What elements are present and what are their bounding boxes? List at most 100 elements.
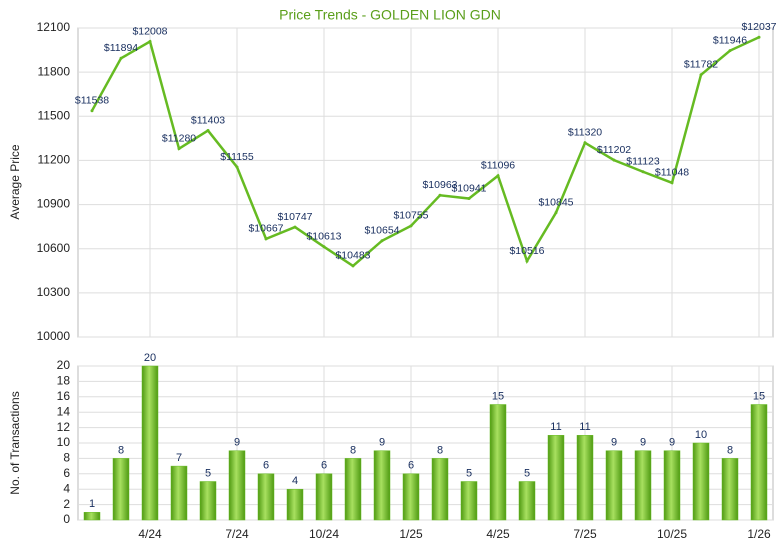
bar [315, 473, 333, 521]
point [148, 40, 152, 44]
data-label: 9 [611, 437, 617, 449]
bar [344, 458, 362, 521]
data-label: $11096 [481, 160, 515, 172]
data-label: $11123 [626, 156, 660, 168]
point [177, 147, 181, 151]
y-tick-label: 10000 [37, 329, 71, 343]
y-tick-label: 20 [57, 358, 71, 372]
point [235, 165, 239, 169]
y-tick-label: 8 [63, 451, 70, 465]
x-tick-label: 10/24 [309, 527, 339, 541]
data-label: $12037 [741, 21, 776, 33]
x-tick-label: 7/25 [573, 527, 597, 541]
x-tick-label: 10/25 [657, 527, 687, 541]
chart-title: Price Trends - GOLDEN LION GDN [279, 7, 501, 23]
point [757, 35, 761, 39]
data-label: $10483 [335, 250, 370, 262]
data-label: 15 [753, 390, 765, 402]
data-label: $10845 [538, 196, 573, 208]
y-tick-label: 2 [63, 497, 70, 511]
data-label: 4 [292, 475, 298, 487]
data-label: 5 [205, 467, 211, 479]
point [728, 49, 732, 53]
point [322, 245, 326, 249]
bar [257, 473, 275, 521]
bar [402, 473, 420, 521]
y-tick-label: 11500 [38, 108, 71, 122]
point [206, 129, 210, 133]
point [496, 174, 500, 178]
bar [518, 481, 536, 521]
point [293, 225, 297, 229]
point [467, 197, 471, 201]
data-label: 8 [437, 444, 443, 456]
plot-area [77, 27, 774, 338]
bar [605, 450, 623, 521]
point [264, 237, 268, 241]
data-label: $11320 [568, 127, 602, 139]
y-tick-label: 16 [57, 389, 71, 403]
data-label: 5 [524, 467, 530, 479]
y-tick-label: 12 [57, 420, 71, 434]
data-label: $10941 [451, 182, 486, 194]
data-label: $11048 [655, 167, 689, 179]
bar [634, 450, 652, 521]
point [699, 73, 703, 77]
data-label: $10963 [422, 179, 457, 191]
data-label: $12008 [132, 25, 167, 37]
data-label: $10654 [364, 225, 399, 237]
x-tick-label: 1/25 [399, 527, 423, 541]
x-tick-label: 7/24 [225, 527, 249, 541]
y-tick-label: 10900 [37, 197, 71, 211]
point [641, 170, 645, 174]
point [351, 264, 355, 268]
data-label: 15 [492, 390, 504, 402]
data-label: 8 [118, 444, 124, 456]
bar [199, 481, 217, 521]
bar [431, 458, 449, 521]
data-label: $10755 [393, 210, 428, 222]
bar [692, 442, 710, 521]
bar [373, 450, 391, 521]
data-label: $10516 [509, 245, 544, 257]
bar [721, 458, 739, 521]
data-label: 1 [89, 498, 95, 510]
y-tick-label: 4 [63, 481, 70, 495]
bar [112, 458, 130, 521]
data-label: 5 [466, 467, 472, 479]
bar [83, 512, 101, 521]
bar [576, 435, 594, 521]
point [612, 158, 616, 162]
data-label: $10667 [248, 223, 283, 235]
point [554, 211, 558, 215]
bar [228, 450, 246, 521]
data-label: 20 [144, 352, 156, 364]
y-tick-label: 6 [63, 466, 70, 480]
y-tick-label: 10 [57, 435, 71, 449]
y-tick-label: 12100 [37, 20, 71, 34]
point [380, 239, 384, 243]
data-label: $10747 [277, 211, 312, 223]
point [670, 181, 674, 185]
y-tick-label: 14 [57, 404, 71, 418]
data-label: 11 [550, 421, 561, 433]
data-label: 11 [579, 421, 590, 433]
point [119, 56, 123, 60]
y-tick-label: 10300 [37, 285, 71, 299]
data-label: 10 [695, 429, 707, 441]
data-label: 6 [263, 460, 269, 472]
point [438, 193, 442, 197]
bar [460, 481, 478, 521]
data-label: $11538 [75, 94, 109, 106]
x-tick-label: 4/24 [138, 527, 162, 541]
y-axis-title: No. of Transactions [8, 391, 22, 494]
line [90, 36, 760, 268]
data-label: $11202 [597, 144, 631, 156]
data-label: 9 [379, 437, 385, 449]
data-label: 8 [350, 444, 356, 456]
bar [141, 365, 159, 521]
data-label: 9 [669, 437, 675, 449]
data-label: 6 [408, 460, 414, 472]
